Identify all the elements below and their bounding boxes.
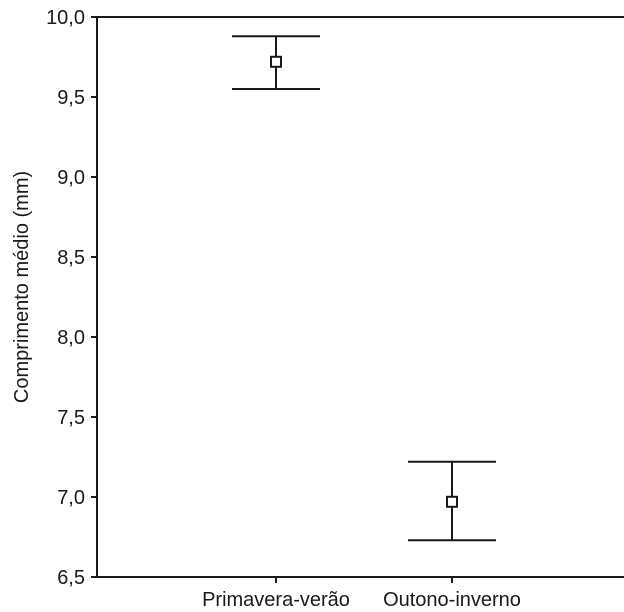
y-tick-label: 9,0	[57, 167, 85, 189]
y-tick-label: 8,5	[57, 247, 85, 269]
y-tick-label: 8,0	[57, 327, 85, 349]
x-tick-label: Primavera-verão	[202, 589, 350, 611]
x-tick-label: Outono-inverno	[383, 589, 521, 611]
y-tick-label: 9,5	[57, 87, 85, 109]
y-tick-label: 7,5	[57, 407, 85, 429]
data-marks	[232, 35, 496, 542]
plot-frame	[96, 16, 624, 578]
y-axis-title: Comprimento médio (mm)	[11, 171, 33, 403]
x-axis-ticks: Primavera-verão Outono-inverno	[202, 577, 521, 611]
y-tick-label: 10,0	[46, 7, 85, 29]
y-axis-ticks: 6,5 7,0 7,5 8,0 8,5 9,0 9,5 10,0	[46, 7, 97, 589]
mean-marker	[446, 495, 458, 508]
y-tick-label: 6,5	[57, 567, 85, 589]
y-tick-label: 7,0	[57, 487, 85, 509]
mean-marker	[270, 55, 282, 68]
